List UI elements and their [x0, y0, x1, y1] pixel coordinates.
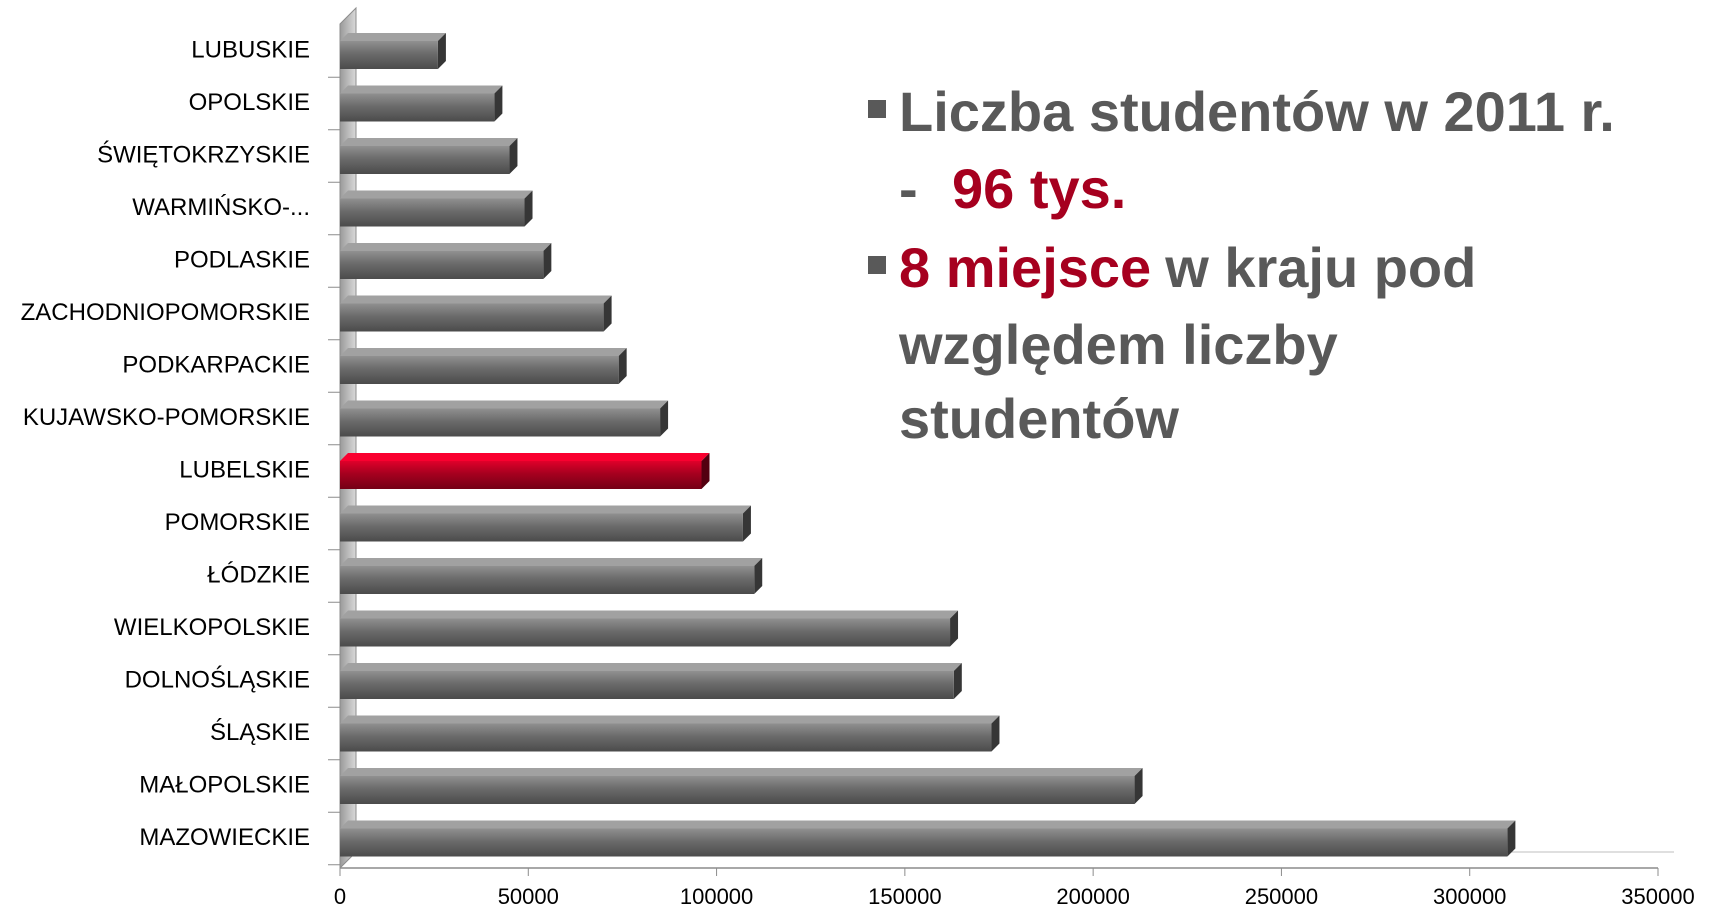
bar: [340, 93, 495, 122]
bar-end: [1134, 768, 1143, 804]
x-tick-label: 0: [334, 884, 346, 909]
bar-top: [340, 558, 763, 566]
annotation: 8 miejsce w kraju pod: [899, 236, 1476, 299]
annotation: Liczba studentów w 2011 r.: [899, 80, 1615, 143]
y-tick-label: LUBELSKIE: [179, 456, 310, 483]
annotation: -: [899, 157, 918, 220]
y-tick-label: PODKARPACKIE: [122, 351, 310, 378]
bar-top: [340, 505, 751, 514]
annotation: względem liczby: [898, 313, 1338, 376]
bar-end: [953, 663, 962, 699]
bar: [340, 513, 743, 542]
bar-top: [340, 400, 669, 409]
bar: [340, 723, 992, 752]
bar-top: [340, 453, 710, 461]
x-tick-label: 200000: [1056, 884, 1129, 909]
bar-top: [340, 715, 1000, 724]
bar: [340, 303, 604, 332]
bar: [340, 828, 1508, 857]
x-tick-label: 300000: [1433, 884, 1506, 909]
annotation: 96 tys.: [952, 157, 1126, 220]
bar-top: [340, 768, 1143, 776]
y-tick-label: MAŁOPOLSKIE: [139, 771, 310, 798]
bar-end: [509, 138, 518, 174]
text-block: Liczba studentów w 2011 r. - 96 tys. 8 m…: [868, 80, 1615, 450]
y-tick-label: LUBUSKIE: [191, 36, 310, 63]
bar-end: [754, 558, 763, 594]
bar-end: [603, 295, 612, 332]
annotation: w kraju pod: [1164, 236, 1476, 299]
x-tick-label: 50000: [498, 884, 559, 909]
y-tick-label: MAZOWIECKIE: [139, 824, 310, 851]
bar-end: [1507, 820, 1516, 857]
bar: [340, 618, 951, 647]
bar-top: [340, 243, 552, 251]
y-tick-label: KUJAWSKO-POMORSKIE: [23, 404, 310, 431]
x-tick-label: 150000: [868, 884, 941, 909]
bar-top: [340, 33, 446, 41]
bar-end: [991, 715, 1000, 752]
y-tick-label: PODLASKIE: [174, 246, 310, 273]
y-tick-label: ŚLĄSKIE: [210, 718, 310, 746]
bar: [340, 41, 438, 69]
bar: [340, 251, 544, 279]
bar: [340, 356, 619, 384]
y-tick-label: ŁÓDZKIE: [207, 561, 310, 588]
bar-end: [742, 505, 751, 542]
bar-end: [524, 190, 533, 227]
bar-top: [340, 85, 503, 94]
bar-end: [543, 243, 552, 279]
bar: [340, 671, 954, 699]
bar: [340, 461, 702, 489]
y-tick-label: WIELKOPOLSKIE: [114, 614, 310, 641]
bullet: [868, 100, 886, 118]
x-tick-label: 350000: [1621, 884, 1694, 909]
bar-end: [950, 610, 959, 647]
x-tick-label: 100000: [680, 884, 753, 909]
y-tick-label: WARMIŃSKO-...: [132, 194, 310, 221]
y-tick-label: DOLNOŚLĄSKIE: [125, 665, 310, 693]
bar: [340, 776, 1135, 804]
bar-top: [340, 348, 627, 356]
y-tick-label: ZACHODNIOPOMORSKIE: [21, 299, 310, 326]
bar-top: [340, 820, 1516, 829]
bar-end: [701, 453, 710, 489]
bar-top: [340, 190, 533, 199]
bar-end: [494, 85, 503, 122]
y-tick-label: ŚWIĘTOKRZYSKIE: [97, 140, 310, 168]
annotation-highlight: 8 miejsce: [899, 236, 1151, 299]
bar: [340, 566, 755, 594]
x-tick-label: 250000: [1245, 884, 1318, 909]
bar: [340, 198, 525, 227]
bar-end: [618, 348, 627, 384]
y-tick-label: POMORSKIE: [165, 509, 310, 536]
bar-end: [660, 400, 669, 437]
bar-end: [437, 33, 446, 69]
bar: [340, 146, 510, 174]
annotation: studentów: [899, 387, 1179, 450]
bar-top: [340, 663, 962, 671]
bar-top: [340, 610, 959, 619]
bullet: [868, 256, 886, 274]
y-tick-label: OPOLSKIE: [189, 89, 310, 116]
bar: [340, 408, 661, 437]
bar-top: [340, 138, 518, 146]
bar-top: [340, 295, 612, 304]
